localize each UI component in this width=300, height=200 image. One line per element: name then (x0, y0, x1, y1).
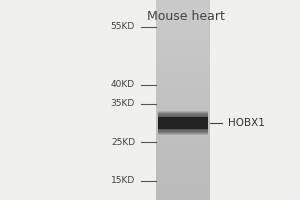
Text: 25KD: 25KD (111, 138, 135, 147)
Bar (156, 7, 210, 10)
Bar (156, 55, 210, 58)
Text: 35KD: 35KD (111, 99, 135, 108)
Bar (156, 45, 210, 47)
Bar (156, 30, 210, 32)
Bar (156, 102, 210, 105)
Bar (156, 12, 210, 15)
Bar (156, 25, 210, 27)
Bar (156, 22, 210, 25)
Bar (156, 108, 210, 110)
Bar (156, 73, 210, 75)
Bar (156, 77, 210, 80)
Bar (156, 50, 210, 52)
Text: Mouse heart: Mouse heart (147, 10, 225, 23)
Bar (156, 90, 210, 92)
Bar (156, 18, 210, 20)
Bar (156, 60, 210, 62)
Bar (156, 115, 210, 117)
Bar (156, 83, 210, 85)
Bar (156, 62, 210, 65)
Bar (156, 43, 210, 45)
Bar (156, 57, 210, 60)
Bar (156, 142, 210, 145)
Bar (156, 175, 210, 178)
Bar (156, 10, 210, 12)
Bar (156, 97, 210, 100)
Bar (156, 85, 210, 88)
Bar (156, 32, 210, 35)
Bar (156, 110, 210, 112)
Bar (156, 172, 210, 175)
Bar (156, 198, 210, 200)
Text: 15KD: 15KD (111, 176, 135, 185)
Bar (156, 105, 210, 108)
Bar (158, 112, 208, 134)
Bar (156, 138, 210, 140)
Bar (156, 167, 210, 170)
Bar (156, 188, 210, 190)
Bar (158, 116, 208, 130)
Bar (156, 162, 210, 165)
Bar (156, 95, 210, 97)
Bar (156, 130, 210, 132)
Bar (156, 170, 210, 172)
Bar (156, 132, 210, 135)
Bar (156, 92, 210, 95)
Bar (156, 195, 210, 198)
Bar (156, 182, 210, 185)
Bar (156, 158, 210, 160)
Bar (156, 87, 210, 90)
Text: HOBX1: HOBX1 (228, 118, 265, 128)
Bar (156, 20, 210, 22)
Text: 55KD: 55KD (111, 22, 135, 31)
Bar (156, 135, 210, 138)
Bar (156, 140, 210, 142)
Bar (156, 2, 210, 5)
Bar (156, 185, 210, 188)
Bar (158, 117, 208, 129)
Bar (156, 148, 210, 150)
Bar (156, 112, 210, 115)
Bar (156, 65, 210, 68)
Bar (156, 155, 210, 158)
Bar (156, 190, 210, 192)
Bar (156, 70, 210, 73)
Bar (158, 113, 208, 133)
Bar (156, 122, 210, 125)
Bar (156, 0, 210, 2)
Bar (156, 38, 210, 40)
Bar (156, 128, 210, 130)
Bar (156, 178, 210, 180)
Bar (156, 120, 210, 122)
Bar (156, 40, 210, 43)
Bar (156, 47, 210, 50)
Bar (156, 35, 210, 38)
Bar (156, 15, 210, 18)
Bar (156, 165, 210, 167)
Bar (156, 160, 210, 162)
Bar (156, 117, 210, 120)
Bar (156, 150, 210, 152)
Bar (156, 152, 210, 155)
Bar (156, 125, 210, 128)
Bar (158, 111, 208, 135)
Bar (158, 114, 208, 132)
Bar (156, 192, 210, 195)
Bar (158, 117, 208, 129)
Bar (156, 145, 210, 148)
Text: 40KD: 40KD (111, 80, 135, 89)
Bar (156, 68, 210, 70)
Bar (156, 100, 210, 102)
Bar (156, 75, 210, 77)
Bar (156, 52, 210, 55)
Bar (156, 180, 210, 182)
Bar (156, 5, 210, 7)
Bar (156, 80, 210, 83)
Bar (156, 27, 210, 30)
